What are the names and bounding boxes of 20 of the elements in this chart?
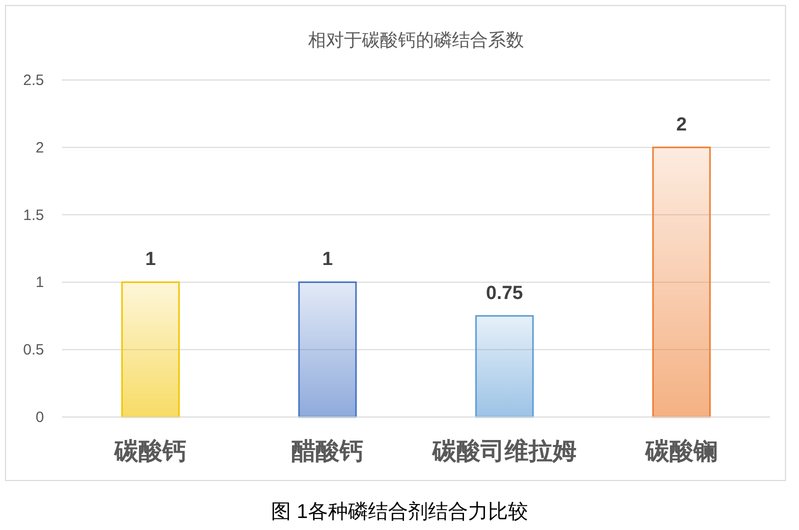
bar xyxy=(298,281,357,418)
y-tick-label: 0 xyxy=(36,409,44,426)
data-label: 1 xyxy=(145,249,156,270)
x-tick-label: 碳酸镧 xyxy=(644,438,718,465)
x-tick-label: 碳酸钙 xyxy=(114,438,186,465)
x-tick-label: 醋酸钙 xyxy=(292,438,364,465)
data-label: 0.75 xyxy=(486,282,524,304)
bar xyxy=(652,146,711,418)
data-label: 2 xyxy=(676,114,687,136)
bar xyxy=(475,315,534,418)
bar xyxy=(121,281,180,418)
data-label: 1 xyxy=(322,249,334,270)
x-tick-label: 碳酸司维拉姆 xyxy=(432,438,576,465)
y-tick-label: 1.5 xyxy=(23,206,44,224)
y-tick-label: 2 xyxy=(36,139,44,156)
y-tick-label: 2.5 xyxy=(23,72,44,89)
y-tick-label: 0.5 xyxy=(23,342,44,359)
caption: 图 1各种磷结合剂结合力比较 xyxy=(271,501,528,523)
chart-title: 相对于碳酸钙的磷结合系数 xyxy=(308,30,524,50)
y-tick-label: 1 xyxy=(36,274,44,292)
